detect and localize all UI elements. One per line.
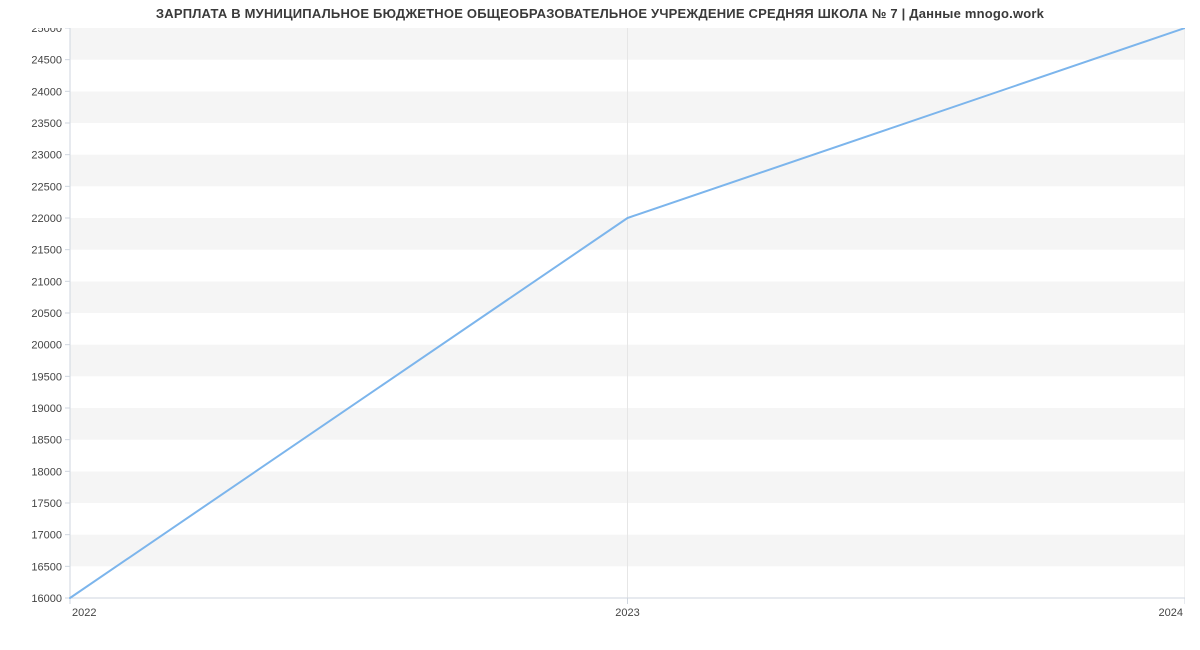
svg-text:19000: 19000 bbox=[31, 403, 62, 415]
svg-text:22500: 22500 bbox=[31, 181, 62, 193]
svg-text:22000: 22000 bbox=[31, 213, 62, 225]
svg-text:16500: 16500 bbox=[31, 561, 62, 573]
svg-text:17500: 17500 bbox=[31, 498, 62, 510]
svg-text:18000: 18000 bbox=[31, 466, 62, 478]
svg-text:24000: 24000 bbox=[31, 86, 62, 98]
svg-text:20000: 20000 bbox=[31, 340, 62, 352]
svg-text:19500: 19500 bbox=[31, 371, 62, 383]
svg-text:25000: 25000 bbox=[31, 28, 62, 35]
svg-text:23000: 23000 bbox=[31, 150, 62, 162]
svg-text:20500: 20500 bbox=[31, 308, 62, 320]
chart-svg: 16000 16500 17000 17500 18000 18500 19000 19500… bbox=[20, 28, 1185, 626]
svg-text:18500: 18500 bbox=[31, 435, 62, 447]
svg-text:21000: 21000 bbox=[31, 276, 62, 288]
svg-text:21500: 21500 bbox=[31, 245, 62, 257]
svg-text:24500: 24500 bbox=[31, 55, 62, 67]
svg-text:16000: 16000 bbox=[31, 593, 62, 605]
svg-text:2024: 2024 bbox=[1159, 607, 1183, 619]
svg-text:2022: 2022 bbox=[72, 607, 96, 619]
chart-title: ЗАРПЛАТА В МУНИЦИПАЛЬНОЕ БЮДЖЕТНОЕ ОБЩЕО… bbox=[0, 6, 1200, 21]
plot-area: 1600016500170001750018000185001900019500… bbox=[70, 28, 1185, 598]
chart-container: ЗАРПЛАТА В МУНИЦИПАЛЬНОЕ БЮДЖЕТНОЕ ОБЩЕО… bbox=[0, 0, 1200, 650]
svg-text:23500: 23500 bbox=[31, 118, 62, 130]
svg-text:17000: 17000 bbox=[31, 530, 62, 542]
svg-text:2023: 2023 bbox=[615, 607, 639, 619]
